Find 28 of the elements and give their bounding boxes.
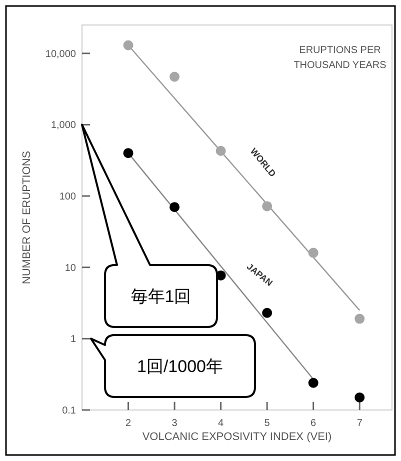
- point: [170, 202, 180, 212]
- x-tick-label: 7: [356, 418, 363, 429]
- y-tick-label: 0.1: [62, 406, 76, 416]
- point: [308, 378, 318, 388]
- point: [354, 392, 365, 402]
- y-tick-label: 100: [59, 192, 76, 203]
- x-tick-label: 6: [310, 418, 317, 429]
- point: [354, 314, 365, 324]
- x-tick-label: 2: [125, 418, 132, 429]
- y-axis-title: NUMBER OF ERUPTIONS: [21, 150, 33, 284]
- point: [123, 148, 134, 158]
- y-tick-label: 1: [70, 334, 76, 346]
- point: [123, 40, 134, 50]
- y-tick-label: 10,000: [45, 48, 76, 60]
- y-tick-label: 1,000: [50, 120, 76, 132]
- annotation: ERUPTIONS PER THOUSAND YEARS: [294, 45, 387, 71]
- x-tick-label: 3: [172, 418, 178, 429]
- y-tick-label: 10: [64, 262, 76, 274]
- point: [308, 248, 318, 258]
- x-axis-title: VOLCANIC EXPOSIVITY INDEX (VEI): [142, 431, 332, 443]
- x-tick-label: 4: [218, 418, 224, 429]
- point: [170, 72, 180, 82]
- point: [262, 308, 272, 318]
- x-tick-label: 5: [264, 418, 270, 429]
- point: [216, 146, 226, 156]
- annotation: 毎年1回: [130, 287, 192, 306]
- annotation: 1回/1000年: [137, 357, 223, 376]
- point: [262, 201, 272, 212]
